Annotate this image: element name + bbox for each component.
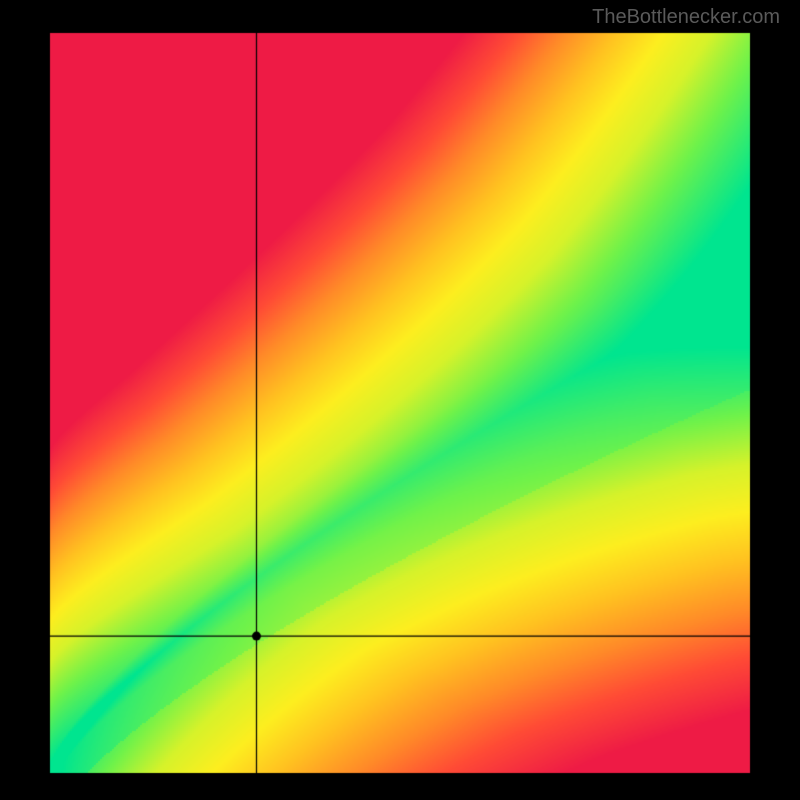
watermark-text: TheBottlenecker.com — [592, 6, 780, 29]
bottleneck-heatmap — [0, 0, 800, 800]
